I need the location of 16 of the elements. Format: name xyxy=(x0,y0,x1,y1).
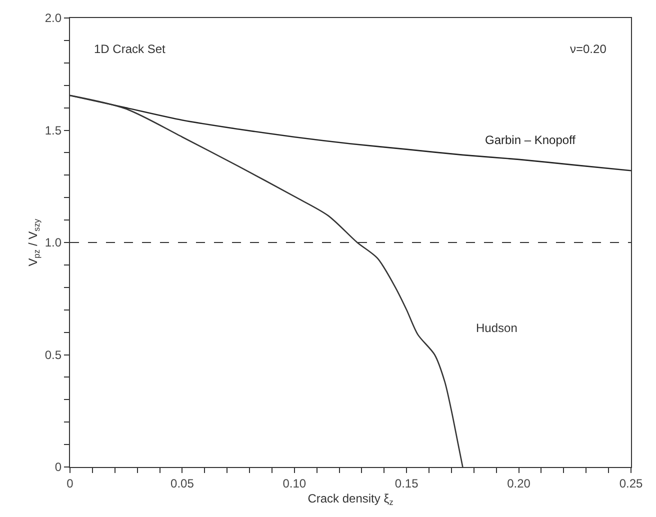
y-tick-label: 1.5 xyxy=(44,123,62,138)
y-tick-label: 1.0 xyxy=(44,236,62,250)
annotation: ν=0.20 xyxy=(570,42,607,56)
series-label: Garbin – Knopoff xyxy=(485,133,576,147)
y-tick-label: 0 xyxy=(54,460,62,474)
y-tick-label: 2.0 xyxy=(44,11,62,26)
y-tick-label: 0.5 xyxy=(44,348,62,362)
text: Hudson xyxy=(476,321,518,335)
annotation: 1D Crack Set xyxy=(94,42,166,56)
x-tick-label: 0.10 xyxy=(282,476,306,490)
x-tick-label: 0.15 xyxy=(394,476,419,490)
x-tick-label: 0.05 xyxy=(170,476,194,490)
x-tick-label: 0.25 xyxy=(619,476,643,490)
x-tick-label: 0.20 xyxy=(507,476,531,490)
x-tick-label: 0 xyxy=(66,476,74,490)
x-axis-title: Crack density ξ$_{z}$ xyxy=(308,491,394,507)
